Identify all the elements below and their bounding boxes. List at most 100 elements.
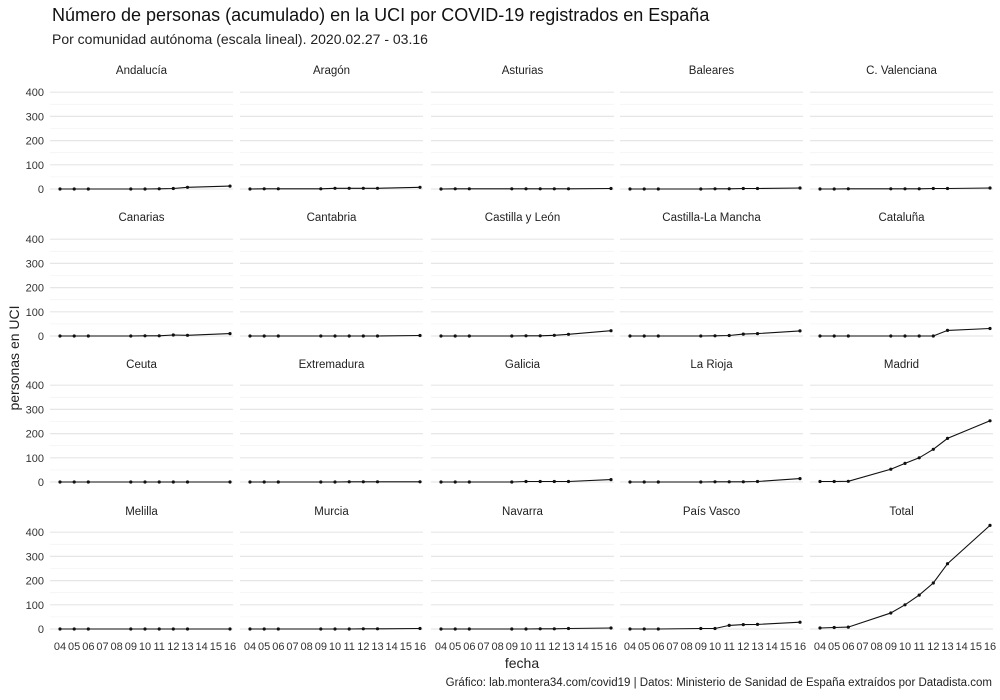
data-point (713, 187, 717, 191)
y-tick-label: 400 (26, 527, 44, 539)
data-point (727, 333, 731, 338)
data-point (552, 333, 556, 337)
x-tick-label: 07 (856, 641, 868, 653)
data-point (917, 456, 921, 460)
x-tick-label: 04 (244, 641, 256, 653)
data-point (628, 187, 632, 191)
data-point (86, 334, 90, 338)
x-tick-label: 09 (695, 641, 707, 653)
data-point (798, 186, 802, 190)
data-point (228, 627, 232, 631)
data-point (347, 627, 351, 631)
data-point (319, 334, 323, 338)
data-point (453, 334, 457, 338)
data-point (524, 627, 528, 631)
data-point (988, 326, 992, 331)
facet-title: Aragón (313, 65, 350, 77)
data-point (609, 329, 613, 333)
data-point (129, 480, 133, 484)
facet-title: Asturias (502, 65, 544, 77)
chart-subtitle: Por comunidad autónoma (escala lineal). … (52, 31, 428, 47)
facet-title: Andalucía (116, 65, 168, 77)
data-point (453, 480, 457, 484)
facet-title: Navarra (502, 506, 544, 518)
facet-panel: Madrid (810, 359, 993, 484)
x-tick-label: 16 (414, 641, 426, 653)
data-point (699, 334, 703, 338)
data-point (143, 480, 147, 484)
x-tick-label: 16 (794, 641, 806, 653)
y-tick-label: 300 (26, 404, 44, 416)
x-tick-label: 11 (723, 641, 734, 653)
data-point (58, 480, 62, 484)
data-point (931, 581, 935, 585)
data-point (439, 627, 443, 631)
data-point (262, 627, 266, 631)
x-tick-label: 05 (68, 641, 80, 653)
y-tick-label: 400 (26, 380, 44, 392)
data-point (72, 187, 76, 191)
data-point (276, 480, 280, 484)
facet-title: Castilla y León (485, 212, 560, 224)
x-tick-label: 13 (181, 641, 193, 653)
data-point (86, 187, 90, 191)
data-point (727, 623, 731, 628)
x-tick-label: 05 (449, 641, 461, 653)
data-point (538, 479, 542, 484)
facet-title: Galicia (505, 359, 541, 371)
data-point (375, 186, 380, 190)
facet-title: Cantabria (307, 212, 357, 224)
data-point (713, 480, 717, 484)
data-point (375, 627, 380, 631)
x-tick-label: 08 (681, 641, 693, 653)
data-point (333, 480, 337, 484)
x-tick-label: 06 (82, 641, 94, 653)
data-point (903, 187, 907, 191)
data-point (248, 627, 252, 631)
data-point (931, 447, 935, 451)
data-point (889, 334, 893, 338)
facet-title: Castilla-La Mancha (662, 212, 761, 224)
data-point (642, 334, 646, 338)
facet-panel: Castilla-La Mancha (620, 212, 803, 338)
x-tick-label: 12 (167, 641, 179, 653)
data-point (439, 480, 443, 484)
x-tick-label: 08 (111, 641, 123, 653)
facet-panel: Ceuta 0 100 200 300 400 (26, 359, 233, 489)
facet-panel: Navarra 04 05 06 07 08 09 10 11 12 13 14 15 16 (431, 506, 617, 653)
data-point (524, 187, 528, 191)
data-point (889, 187, 893, 191)
data-point (418, 185, 422, 189)
data-point (538, 187, 542, 191)
data-point (755, 332, 760, 336)
data-point (361, 334, 365, 338)
data-point (889, 467, 893, 471)
x-tick-label: 11 (153, 641, 164, 653)
data-point (988, 186, 992, 190)
x-tick-label: 06 (463, 641, 475, 653)
x-axis-label: fecha (505, 655, 539, 671)
x-tick-label: 04 (54, 641, 66, 653)
y-tick-label: 100 (26, 160, 44, 172)
facet-title: Murcia (314, 506, 349, 518)
facet-title: Extremadura (299, 359, 365, 371)
data-point (713, 626, 717, 631)
data-point (72, 627, 76, 631)
data-point (917, 334, 921, 338)
data-point (628, 480, 632, 484)
facet-title: Cataluña (878, 212, 925, 224)
data-point (524, 479, 528, 484)
facet-title: Baleares (689, 65, 735, 77)
data-point (58, 334, 62, 338)
y-tick-label: 300 (26, 258, 44, 270)
data-point (319, 627, 323, 631)
y-tick-label: 0 (38, 624, 44, 636)
data-point (510, 627, 514, 631)
data-point (228, 480, 232, 484)
data-point (818, 187, 822, 191)
data-point (945, 562, 950, 566)
data-point (276, 187, 280, 191)
data-point (741, 480, 745, 484)
x-tick-label: 06 (842, 641, 854, 653)
facet-panel: Cataluña (810, 212, 993, 338)
